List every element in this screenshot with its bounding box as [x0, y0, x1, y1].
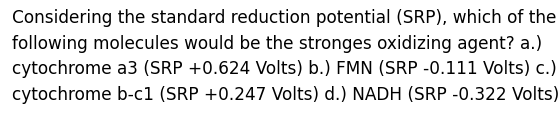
Text: Considering the standard reduction potential (SRP), which of the
following molec: Considering the standard reduction poten… — [12, 9, 558, 104]
